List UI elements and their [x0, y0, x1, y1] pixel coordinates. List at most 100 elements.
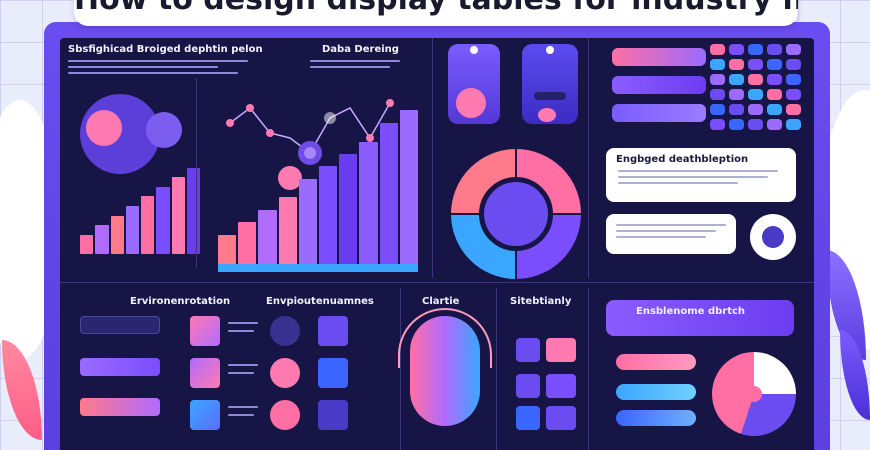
story-tile: [516, 338, 540, 362]
list-item-bar: [80, 316, 160, 334]
grid-cell: [748, 104, 763, 115]
progress-pill-blue: [616, 384, 696, 400]
grid-cell: [748, 74, 763, 85]
bar: [125, 206, 139, 254]
bar: [298, 178, 317, 272]
line-graph: [226, 99, 394, 190]
story-tile: [546, 374, 576, 398]
grid-cell: [710, 74, 725, 85]
phone-card-camera: [546, 46, 554, 54]
text-line: [310, 66, 390, 68]
text-line: [68, 72, 238, 74]
grid-cell: [729, 104, 744, 115]
gauge-ring: [398, 308, 492, 368]
text-line: [228, 372, 254, 374]
bar: [141, 196, 155, 254]
progress-bar-violet: [612, 104, 706, 122]
text-line: [68, 66, 218, 68]
phone-card-camera: [470, 46, 478, 54]
environment-right-title: Envpioutenuamnes: [266, 296, 374, 307]
heat-grid: [710, 44, 806, 134]
info-card: Engbged deathbleption: [606, 148, 796, 202]
grid-cell: [729, 119, 744, 130]
story-tile: [546, 406, 576, 430]
grid-cell: [786, 74, 801, 85]
circle-icon: [270, 358, 300, 388]
grid-cell: [786, 119, 801, 130]
text-line: [68, 60, 248, 62]
grid-cell: [729, 74, 744, 85]
circle-icon-inner: [762, 226, 784, 248]
donut-decoration-inner: [86, 110, 122, 146]
text-line: [618, 176, 768, 178]
grid-cell: [767, 104, 782, 115]
dashboard-screen: Sbsfighicad Broiged dephtin pelon Daba D…: [60, 38, 814, 450]
icon-tile: [190, 400, 220, 430]
bar: [258, 209, 277, 272]
icon-tile: [318, 316, 348, 346]
horizontal-divider: [60, 282, 814, 283]
pie-slice: [448, 146, 517, 215]
charts-title: Clartie: [422, 296, 460, 307]
grid-cell: [710, 44, 725, 55]
bar: [379, 122, 398, 272]
vertical-divider: [400, 288, 401, 450]
business-dashboard-title: Ensblenome dbrtch: [636, 306, 746, 317]
text-line: [228, 414, 254, 416]
bottom-pie-chart-center: [746, 386, 762, 402]
vertical-divider: [588, 38, 589, 278]
circle-icon: [270, 316, 300, 346]
bar-chart-large: [218, 98, 418, 272]
bar: [156, 186, 170, 254]
grid-cell: [767, 89, 782, 100]
bar: [359, 141, 378, 272]
bar: [339, 153, 358, 272]
bar: [218, 234, 237, 272]
grid-cell: [729, 59, 744, 70]
grid-cell: [767, 59, 782, 70]
grid-cell: [710, 59, 725, 70]
text-line: [228, 322, 258, 324]
text-line: [616, 236, 706, 238]
bar: [278, 197, 297, 272]
text-line: [616, 230, 716, 232]
text-line: [616, 224, 726, 226]
bar: [186, 167, 200, 254]
vertical-divider: [196, 78, 197, 268]
circle-icon: [270, 400, 300, 430]
pie-center: [484, 182, 548, 246]
icon-tile: [318, 400, 348, 430]
pie-chart-svg: [448, 146, 584, 282]
bar: [238, 222, 257, 272]
list-item-bar: [80, 358, 160, 376]
data-dashboard-panel-title: Daba Dereing: [322, 44, 399, 55]
progress-pill-pink: [616, 354, 696, 370]
grid-cell: [767, 119, 782, 130]
storytelling-title: Sitebtianly: [510, 296, 572, 307]
bar-chart-small: [80, 158, 200, 254]
title-banner: How to design display tables for industr…: [74, 0, 798, 26]
info-card: [606, 214, 736, 254]
text-line: [228, 330, 254, 332]
chart-baseline: [218, 264, 418, 272]
text-line: [228, 364, 258, 366]
grid-cell: [786, 104, 801, 115]
vertical-divider: [496, 288, 497, 450]
grid-cell: [767, 44, 782, 55]
sophisticated-panel-title: Sbsfighicad Broiged dephtin pelon: [68, 44, 263, 55]
progress-pill-blue-2: [616, 410, 696, 426]
grid-cell: [710, 104, 725, 115]
phone-card-bar: [534, 92, 566, 100]
text-line: [618, 170, 778, 172]
engaged-description-title: Engbged deathbleption: [616, 154, 749, 165]
grid-cell: [748, 59, 763, 70]
donut-decoration-right: [146, 112, 182, 148]
grid-cell: [729, 44, 744, 55]
bar: [110, 215, 124, 254]
bar: [399, 110, 418, 272]
grid-cell: [786, 59, 801, 70]
phone-card-avatar: [456, 88, 486, 118]
grid-cell: [767, 74, 782, 85]
progress-bar-purple: [612, 76, 706, 94]
text-line: [618, 182, 738, 184]
